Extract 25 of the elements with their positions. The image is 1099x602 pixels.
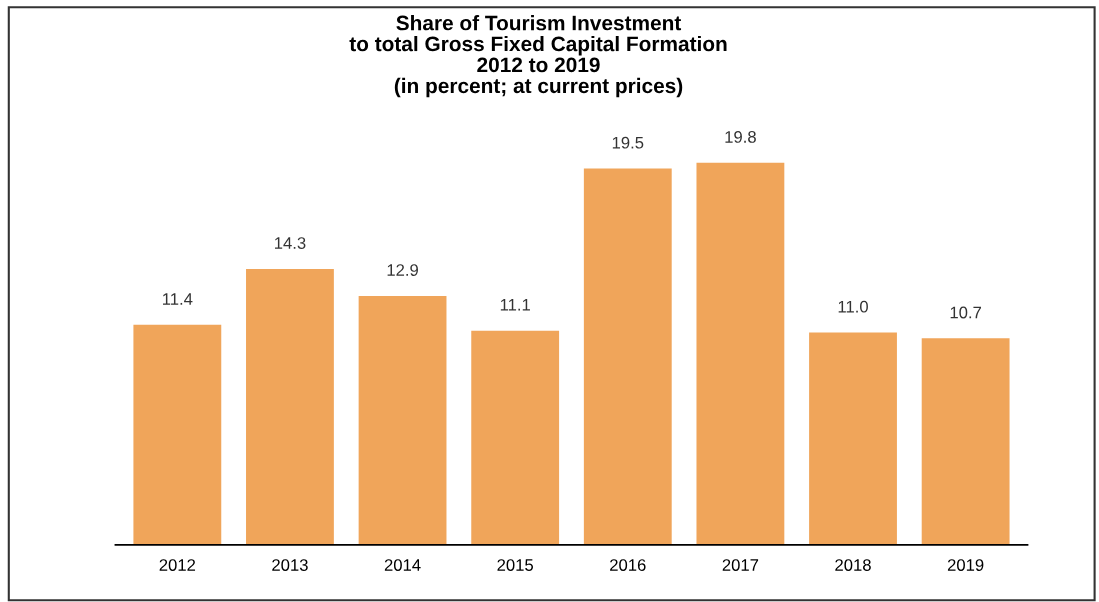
data-label: 19.8	[725, 131, 756, 143]
data-label: 11.1	[500, 299, 530, 311]
chart-title: Share of Tourism Investment to total Gross Fixed Capital Formation 2012 to 2019 (in percent; at current prices)	[349, 15, 727, 98]
x-tick-label: 2015	[497, 559, 534, 571]
bar	[583, 168, 672, 545]
x-tick-label: 2017	[722, 559, 759, 571]
data-label: 14.3	[275, 237, 306, 249]
x-tick-label: 2013	[272, 559, 308, 571]
bar	[809, 332, 897, 545]
bar	[921, 338, 1010, 545]
data-label: 11.0	[838, 300, 868, 313]
x-tick-label: 2018	[835, 559, 871, 571]
bar	[133, 324, 222, 545]
x-tick-label: 2012	[159, 559, 196, 571]
x-tick-label: 2014	[384, 559, 421, 571]
data-label: 12.9	[387, 264, 418, 276]
x-tick-label: 2016	[610, 559, 646, 571]
data-label: 11.4	[163, 293, 193, 305]
data-label: 19.5	[612, 136, 644, 149]
bar	[246, 268, 334, 545]
data-label: 10.7	[950, 306, 982, 319]
bar	[471, 330, 560, 545]
bar	[696, 162, 785, 545]
bar	[358, 295, 447, 545]
x-tick-label: 2019	[947, 559, 984, 571]
